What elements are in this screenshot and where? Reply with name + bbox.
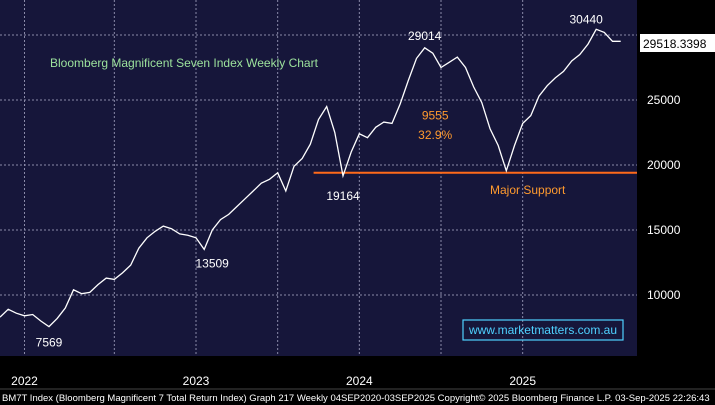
last-value-label: 29518.3398 — [643, 37, 707, 51]
vertical-gridlines — [24, 0, 524, 356]
watermark-text: www.marketmatters.com.au — [468, 323, 617, 337]
annotation-labels: 7569 13509 19164 29014 9555 32.9% 30440 — [36, 12, 604, 349]
support-label: Major Support — [490, 183, 566, 197]
y-tick-label: 10000 — [647, 288, 681, 302]
x-tick-label: 2025 — [509, 374, 536, 388]
chart-title: Bloomberg Magnificent Seven Index Weekly… — [50, 56, 319, 70]
plot-area — [0, 0, 637, 356]
annotation-label: 7569 — [36, 336, 63, 350]
watermark-box — [462, 319, 624, 341]
last-value-box — [640, 34, 715, 52]
annotation-label: 30440 — [569, 12, 603, 26]
price-line — [0, 28, 621, 328]
x-tick-label: 2022 — [11, 374, 38, 388]
y-tick-label: 25000 — [647, 93, 681, 107]
annotation-label: 32.9% — [418, 128, 452, 142]
y-tick-label: 20000 — [647, 158, 681, 172]
y-axis-tick-labels: 10000 15000 20000 25000 — [647, 93, 681, 302]
y-tick-label: 15000 — [647, 223, 681, 237]
footer-text: BM7T Index (Bloomberg Magnificent 7 Tota… — [2, 393, 710, 404]
annotation-label: 29014 — [408, 29, 442, 43]
x-tick-label: 2023 — [183, 374, 210, 388]
annotation-label: 13509 — [195, 256, 229, 270]
annotation-label: 9555 — [422, 109, 449, 123]
x-axis-tick-labels: 2022 2023 2024 2025 — [11, 374, 536, 388]
annotation-label: 19164 — [326, 189, 360, 203]
x-tick-label: 2024 — [346, 374, 373, 388]
